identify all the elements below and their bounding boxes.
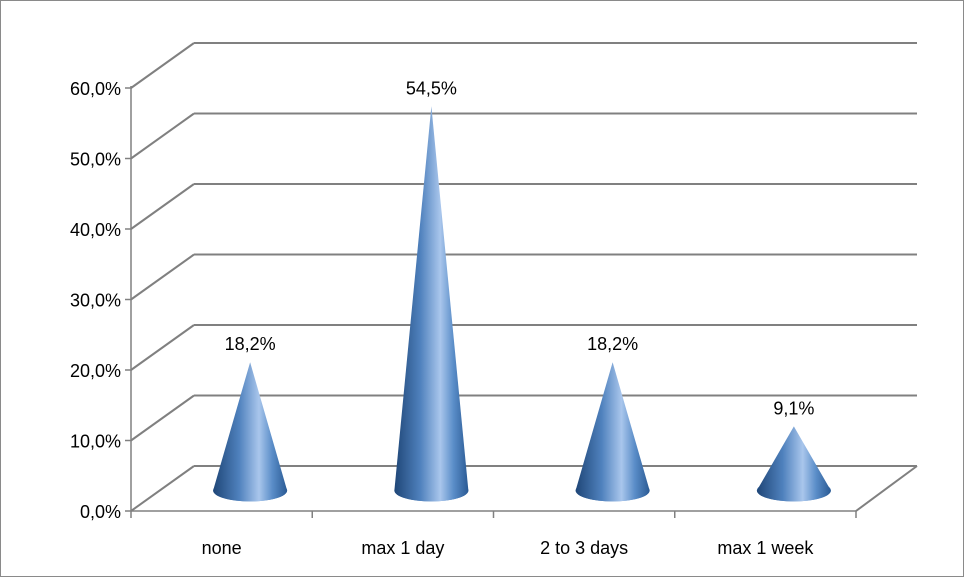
- cone-bar: [394, 106, 469, 502]
- gridline-side: [130, 112, 195, 160]
- x-tick-label: 2 to 3 days: [540, 538, 628, 558]
- gridline-side: [130, 183, 195, 230]
- y-tick-label: 40,0%: [70, 220, 121, 240]
- y-tick-label: 30,0%: [70, 291, 121, 311]
- x-tick-label: max 1 week: [717, 538, 814, 558]
- gridline-side: [130, 324, 195, 371]
- data-label: 54,5%: [406, 78, 457, 98]
- y-tick-label: 0,0%: [80, 502, 121, 522]
- data-label: 18,2%: [225, 334, 276, 354]
- data-label: 18,2%: [587, 334, 638, 354]
- gridline-side: [130, 465, 195, 512]
- y-tick-label: 20,0%: [70, 361, 121, 381]
- gridline-side: [130, 394, 195, 442]
- y-tick-label: 10,0%: [70, 432, 121, 452]
- cone-bar: [756, 426, 831, 502]
- y-tick-label: 60,0%: [70, 79, 121, 99]
- cone-bar: [213, 362, 288, 502]
- cone-bar: [575, 362, 650, 502]
- gridline-side: [130, 42, 195, 89]
- data-label: 9,1%: [773, 398, 814, 418]
- gridline-side: [130, 253, 195, 301]
- y-tick-label: 50,0%: [70, 150, 121, 170]
- floor-right-edge: [855, 465, 918, 512]
- x-tick-label: max 1 day: [361, 538, 444, 558]
- x-tick-label: none: [202, 538, 242, 558]
